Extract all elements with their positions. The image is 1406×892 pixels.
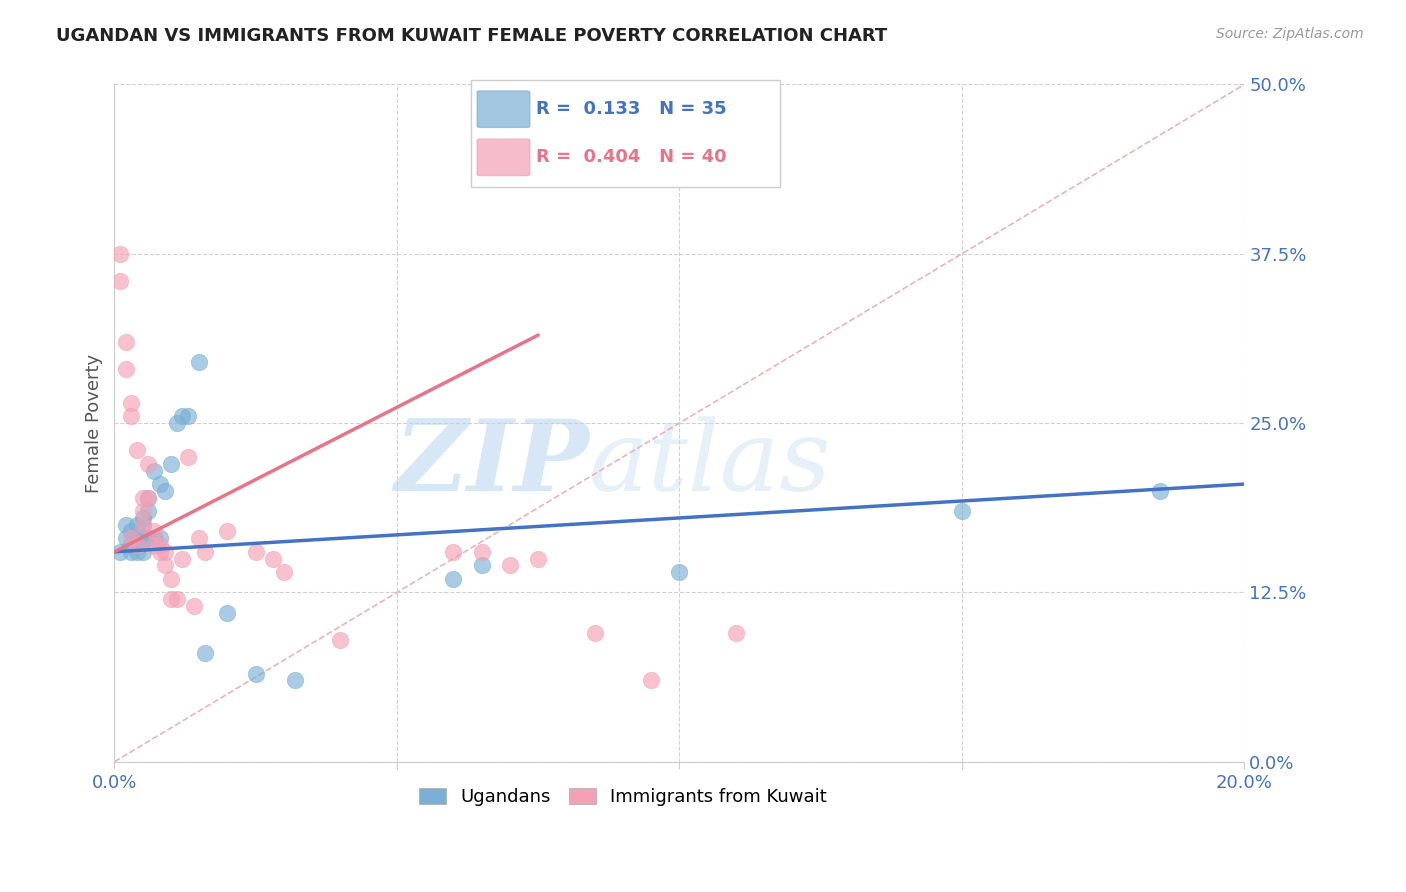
Point <box>329 632 352 647</box>
Point <box>441 572 464 586</box>
Point <box>120 545 142 559</box>
Point <box>1149 483 1171 498</box>
Point <box>143 463 166 477</box>
Point <box>217 606 239 620</box>
Point <box>120 396 142 410</box>
Point <box>125 545 148 559</box>
Point <box>583 626 606 640</box>
Point <box>160 457 183 471</box>
Point <box>131 517 153 532</box>
FancyBboxPatch shape <box>477 139 530 176</box>
Point <box>131 517 153 532</box>
Point <box>108 545 131 559</box>
Point <box>131 531 153 545</box>
Y-axis label: Female Poverty: Female Poverty <box>86 353 103 492</box>
Point <box>136 457 159 471</box>
Point <box>160 572 183 586</box>
Point <box>136 491 159 505</box>
Point <box>284 673 307 688</box>
Point <box>172 409 194 424</box>
Point <box>183 599 205 613</box>
Point <box>149 545 172 559</box>
FancyBboxPatch shape <box>477 91 530 128</box>
Text: Source: ZipAtlas.com: Source: ZipAtlas.com <box>1216 27 1364 41</box>
Point <box>155 558 177 573</box>
Point <box>149 531 172 545</box>
Point <box>131 545 153 559</box>
Point <box>114 531 136 545</box>
Point <box>149 477 172 491</box>
Point <box>950 504 973 518</box>
Point <box>125 531 148 545</box>
Point <box>131 504 153 518</box>
Point <box>217 524 239 539</box>
Point <box>155 545 177 559</box>
Text: ZIP: ZIP <box>394 416 589 512</box>
Point <box>172 551 194 566</box>
Point <box>114 517 136 532</box>
Point <box>166 416 188 430</box>
FancyBboxPatch shape <box>471 80 780 187</box>
Point <box>177 409 200 424</box>
Point <box>125 538 148 552</box>
Point <box>724 626 747 640</box>
Point <box>120 409 142 424</box>
Point <box>136 531 159 545</box>
Point <box>114 334 136 349</box>
Point <box>194 647 217 661</box>
Point <box>143 524 166 539</box>
Point <box>441 545 464 559</box>
Text: R =  0.404   N = 40: R = 0.404 N = 40 <box>536 148 727 166</box>
Point <box>136 504 159 518</box>
Point <box>120 524 142 539</box>
Point <box>125 517 148 532</box>
Point <box>273 565 295 579</box>
Point <box>471 558 494 573</box>
Point <box>188 355 211 369</box>
Point <box>499 558 522 573</box>
Point <box>177 450 200 464</box>
Point <box>136 491 159 505</box>
Point <box>262 551 284 566</box>
Point <box>155 483 177 498</box>
Point <box>188 531 211 545</box>
Point <box>640 673 662 688</box>
Point <box>166 592 188 607</box>
Point <box>245 545 267 559</box>
Text: atlas: atlas <box>589 416 832 511</box>
Text: R =  0.133   N = 35: R = 0.133 N = 35 <box>536 100 727 118</box>
Point <box>668 565 690 579</box>
Point <box>471 545 494 559</box>
Point <box>143 531 166 545</box>
Text: UGANDAN VS IMMIGRANTS FROM KUWAIT FEMALE POVERTY CORRELATION CHART: UGANDAN VS IMMIGRANTS FROM KUWAIT FEMALE… <box>56 27 887 45</box>
Point <box>194 545 217 559</box>
Point <box>143 538 166 552</box>
Point <box>131 491 153 505</box>
Point <box>125 443 148 458</box>
Point <box>149 538 172 552</box>
Point <box>120 531 142 545</box>
Point <box>131 511 153 525</box>
Point <box>245 666 267 681</box>
Point <box>527 551 550 566</box>
Point <box>120 538 142 552</box>
Point <box>108 274 131 288</box>
Point <box>160 592 183 607</box>
Point <box>114 362 136 376</box>
Legend: Ugandans, Immigrants from Kuwait: Ugandans, Immigrants from Kuwait <box>412 781 834 814</box>
Point <box>108 246 131 260</box>
